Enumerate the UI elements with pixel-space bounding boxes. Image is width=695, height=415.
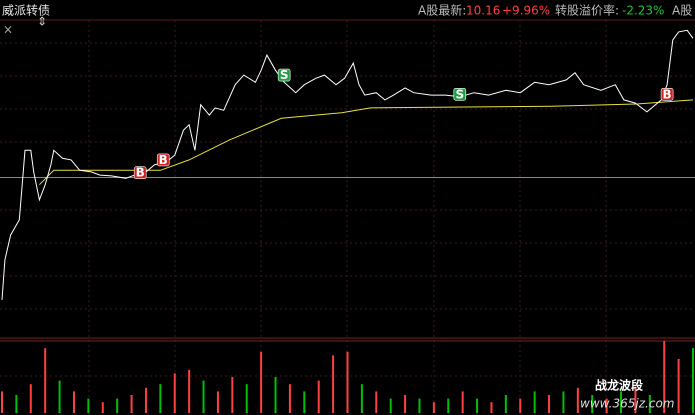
volume-bar xyxy=(663,341,666,413)
volume-bar xyxy=(317,380,320,413)
trade-marker xyxy=(660,88,674,101)
volume-bar xyxy=(101,402,104,413)
volume-bar xyxy=(274,377,277,413)
trade-marker-label: B xyxy=(136,166,145,180)
volume-bar xyxy=(260,351,263,413)
close-icon[interactable]: × xyxy=(3,23,13,37)
volume-bar xyxy=(375,391,378,413)
quote-label: 转股溢价率: xyxy=(555,3,619,18)
volume-bar xyxy=(533,391,536,413)
quote-premium: -2.23% xyxy=(622,4,664,18)
price-line xyxy=(39,99,694,186)
price-line xyxy=(1,29,694,300)
volume-bar xyxy=(188,369,191,413)
quote-label: A股 xyxy=(672,4,692,18)
trade-marker-label: S xyxy=(455,87,464,101)
trade-marker xyxy=(277,68,291,82)
volume-bar xyxy=(634,387,637,413)
volume-bar xyxy=(159,384,162,413)
volume-bar xyxy=(504,395,507,413)
trade-marker-label: B xyxy=(663,87,672,101)
volume-bar xyxy=(648,395,651,413)
chart-title: 威派转债 xyxy=(2,3,50,18)
volume-bar xyxy=(303,391,306,413)
volume-bar xyxy=(288,384,291,413)
volume-bar xyxy=(15,395,18,413)
volume-bar xyxy=(418,398,421,413)
volume-bar xyxy=(404,395,407,413)
volume-bar xyxy=(620,391,623,413)
volume-bar xyxy=(476,398,479,413)
watermark-title: 战龙波段 xyxy=(595,378,644,393)
volume-bar xyxy=(58,380,61,413)
quote-change: +9.96% xyxy=(502,4,550,18)
volume-bar xyxy=(144,387,147,413)
volume-bar xyxy=(116,398,119,413)
volume-bar xyxy=(1,391,3,413)
volume-bar xyxy=(692,348,694,413)
volume-bar xyxy=(216,391,219,413)
trade-marker xyxy=(453,88,467,101)
volume-bar xyxy=(29,384,32,413)
trade-marker xyxy=(133,166,147,179)
volume-bar xyxy=(591,395,594,413)
volume-bar xyxy=(677,359,680,413)
volume-bar xyxy=(360,384,363,413)
quote-price: 10.16 xyxy=(466,4,500,18)
volume-bar xyxy=(562,391,565,413)
pin-icon[interactable]: ⇕ xyxy=(37,15,47,29)
volume-bar xyxy=(548,395,551,413)
volume-bar xyxy=(231,377,234,413)
volume-bar xyxy=(447,398,450,413)
volume-bar xyxy=(245,384,248,413)
volume-bar xyxy=(173,373,176,413)
volume-bar xyxy=(461,391,464,413)
volume-bar xyxy=(389,398,392,413)
watermark-url: www.365jz.com xyxy=(580,397,674,411)
grid xyxy=(0,20,695,413)
trade-marker-label: B xyxy=(159,153,168,167)
volume-bar xyxy=(519,398,522,413)
volume-bar xyxy=(432,402,435,413)
quote-label: A股最新: xyxy=(418,3,466,18)
volume-bar xyxy=(130,395,133,413)
volume-bar xyxy=(490,402,493,413)
volume-bar xyxy=(605,398,608,413)
volume-bar xyxy=(332,355,335,413)
trade-marker xyxy=(156,153,170,167)
volume-bar xyxy=(87,398,90,413)
volume-bar xyxy=(576,387,579,413)
volume-bar xyxy=(72,391,75,413)
volume-bar xyxy=(346,351,349,413)
volume-bar xyxy=(202,380,205,413)
trade-marker-label: S xyxy=(280,68,289,82)
volume-bar xyxy=(44,348,47,413)
